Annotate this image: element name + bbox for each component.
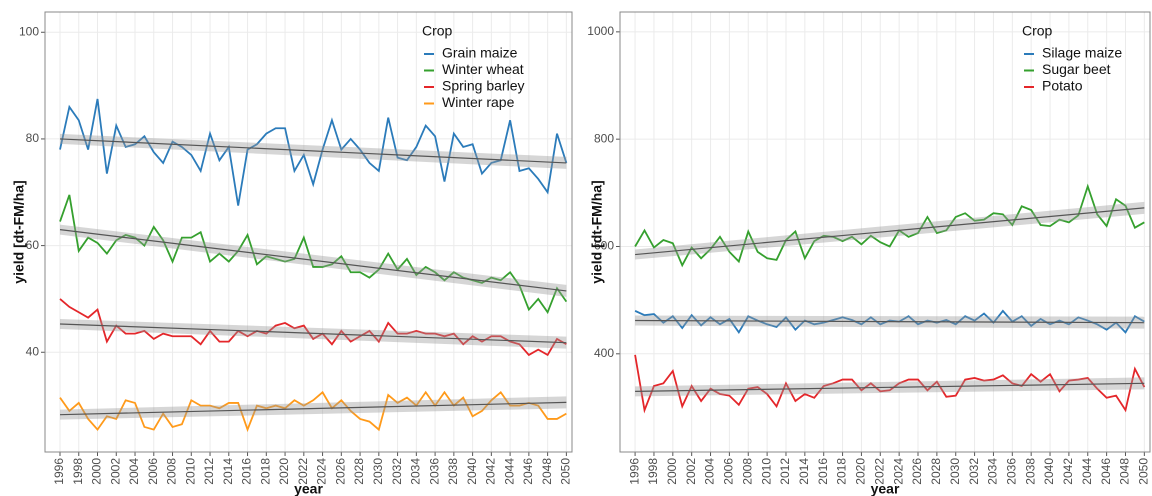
y-axis-title: yield [dt-FM/ha]	[589, 180, 605, 283]
y-tick-label: 600	[594, 239, 614, 253]
x-tick-label: 2020	[277, 458, 291, 485]
x-tick-label: 2006	[722, 458, 736, 485]
x-tick-label: 2024	[891, 458, 905, 485]
x-tick-label: 2004	[127, 458, 141, 485]
x-tick-label: 2036	[1004, 458, 1018, 485]
x-tick-label: 2048	[1118, 458, 1132, 485]
x-tick-label: 2038	[446, 458, 460, 485]
series-line	[59, 298, 567, 357]
x-tick-label: 2026	[333, 458, 347, 485]
x-tick-label: 2044	[502, 458, 516, 485]
series-line	[59, 390, 567, 433]
series-line	[634, 354, 1146, 414]
x-tick-label: 2048	[540, 458, 554, 485]
x-tick-label: 2050	[559, 458, 573, 485]
trend-line	[635, 382, 1145, 392]
x-tick-label: 2034	[986, 458, 1000, 485]
trend-line	[635, 207, 1145, 256]
y-tick-label: 100	[19, 24, 39, 38]
legend-label: Potato	[1042, 78, 1083, 94]
x-tick-label: 2032	[967, 458, 981, 485]
legend-label: Grain maize	[442, 45, 518, 61]
series-line	[634, 309, 1145, 335]
y-tick-label: 1000	[587, 24, 614, 38]
x-tick-label: 2014	[797, 458, 811, 485]
plot-border	[619, 11, 1151, 453]
x-tick-label: 2010	[183, 458, 197, 485]
x-tick-label: 2042	[1061, 458, 1075, 485]
legend-label: Spring barley	[442, 78, 525, 94]
series-line	[59, 194, 568, 315]
x-tick-label: 2030	[371, 458, 385, 485]
y-tick-label: 800	[594, 131, 614, 145]
x-tick-label: 2016	[240, 458, 254, 485]
x-tick-label: 2042	[484, 458, 498, 485]
x-tick-label: 2030	[948, 458, 962, 485]
x-tick-label: 2008	[740, 458, 754, 485]
trend-line	[59, 401, 567, 416]
x-axis-title: year	[871, 481, 900, 496]
y-tick-label: 40	[26, 344, 40, 358]
trend-line	[635, 319, 1145, 324]
legend-label: Winter wheat	[442, 61, 524, 77]
x-tick-label: 2040	[1042, 458, 1056, 485]
x-axis-title: year	[294, 481, 323, 496]
x-tick-label: 2008	[165, 458, 179, 485]
panel: 1996 1998 2000 2002 2004 2006 2008 2010 2012 2014…	[11, 11, 573, 496]
x-tick-label: 2040	[465, 458, 479, 485]
legend-title: Crop	[1022, 23, 1053, 39]
x-tick-label: 2012	[778, 458, 792, 485]
x-tick-label: 2026	[910, 458, 924, 485]
x-tick-label: 2018	[835, 458, 849, 485]
legend-title: Crop	[422, 23, 453, 39]
x-tick-label: 2044	[1080, 458, 1094, 485]
x-tick-label: 2016	[816, 458, 830, 485]
x-tick-label: 1996	[627, 458, 641, 485]
x-tick-label: 2028	[929, 458, 943, 485]
plot-background	[45, 12, 572, 452]
x-tick-label: 2004	[703, 458, 717, 485]
y-tick-label: 80	[26, 131, 40, 145]
x-tick-label: 2002	[684, 458, 698, 485]
x-tick-label: 2000	[665, 458, 679, 485]
legend-label: Silage maize	[1042, 45, 1122, 61]
series-line	[634, 183, 1145, 268]
x-tick-label: 2018	[258, 458, 272, 485]
x-tick-label: 2032	[390, 458, 404, 485]
x-tick-label: 2010	[759, 458, 773, 485]
x-tick-label: 1998	[646, 458, 660, 485]
x-tick-label: 2012	[202, 458, 216, 485]
x-tick-label: 2034	[409, 458, 423, 485]
x-tick-label: 2022	[296, 458, 310, 485]
y-tick-label: 400	[594, 346, 614, 360]
x-tick-label: 2036	[427, 458, 441, 485]
series-line	[59, 98, 568, 206]
trend-line	[59, 323, 567, 344]
legend-label: Sugar beet	[1042, 61, 1111, 77]
x-tick-label: 2006	[146, 458, 160, 485]
x-tick-label: 2002	[108, 458, 122, 485]
x-tick-label: 2000	[90, 458, 104, 485]
x-tick-label: 2020	[854, 458, 868, 485]
x-tick-label: 2050	[1137, 458, 1151, 485]
x-tick-label: 2024	[315, 458, 329, 485]
trend-line	[59, 138, 567, 164]
x-tick-label: 1998	[71, 458, 85, 485]
x-tick-label: 2014	[221, 458, 235, 485]
legend-label: Winter rape	[442, 94, 515, 110]
y-axis-title: yield [dt-FM/ha]	[11, 180, 27, 283]
x-tick-label: 1996	[52, 458, 66, 485]
x-tick-label: 2046	[521, 458, 535, 485]
plot-border	[44, 11, 573, 453]
x-tick-label: 2022	[872, 458, 886, 485]
x-tick-label: 2038	[1023, 458, 1037, 485]
x-tick-label: 2028	[352, 458, 366, 485]
x-tick-label: 2046	[1099, 458, 1113, 485]
trend-line	[59, 229, 567, 292]
y-tick-label: 60	[26, 238, 40, 252]
panel: 1996 1998 2000 2002 2004 2006 2008 2010 2012 2014…	[587, 11, 1151, 496]
